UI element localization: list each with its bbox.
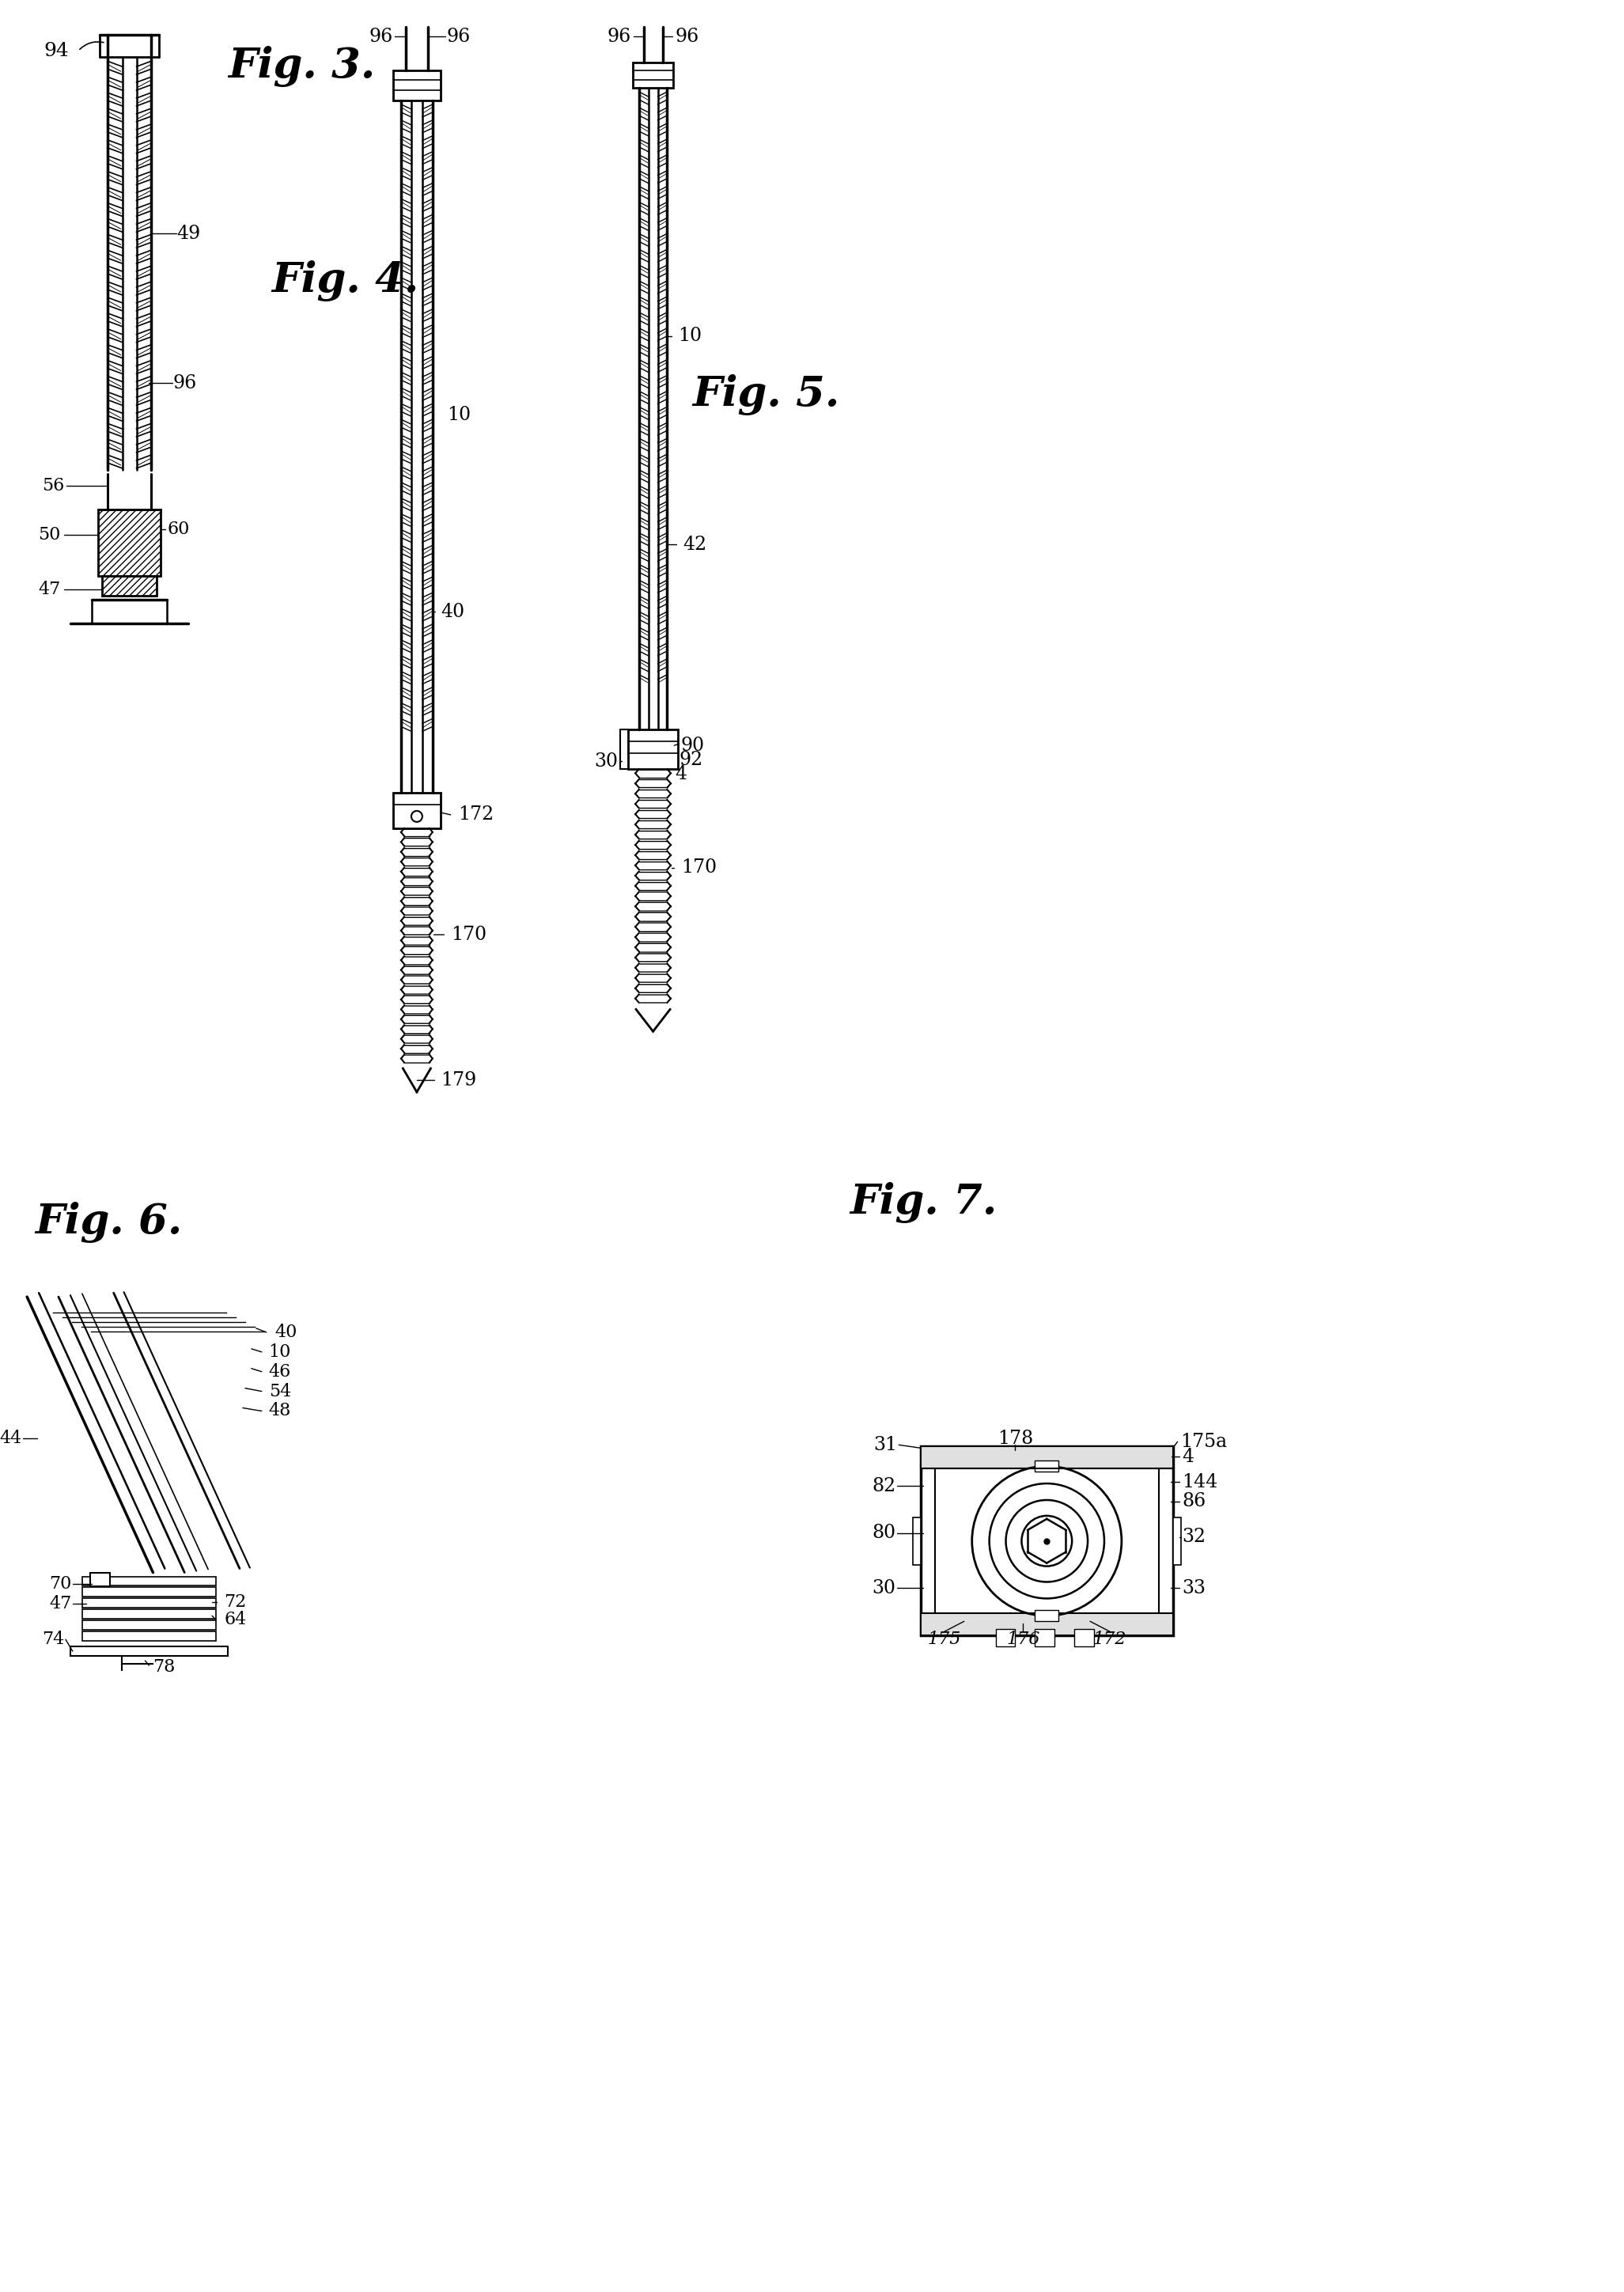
Text: 60: 60 [167,520,190,539]
Text: 54: 54 [268,1382,291,1400]
Bar [921,1614,1173,1636]
Bar [996,1630,1015,1646]
Text: 90: 90 [680,736,705,754]
Bar [83,1632,216,1641]
Text: 32: 32 [1182,1529,1207,1547]
Text: 175: 175 [927,1630,961,1648]
Bar [1034,1611,1059,1620]
Text: 40: 40 [440,603,464,621]
Text: 172: 172 [1093,1630,1127,1648]
Bar [393,71,440,101]
Text: 47: 47 [39,580,60,598]
Bar [1173,1517,1181,1565]
Text: 10: 10 [447,406,471,424]
Bar [921,1446,1173,1636]
Text: 47: 47 [50,1595,71,1614]
Text: 94: 94 [44,41,68,60]
Text: 31: 31 [874,1435,896,1453]
Bar [70,1646,227,1655]
Text: 70: 70 [49,1575,71,1593]
Bar [913,1517,921,1565]
Text: 44: 44 [0,1430,21,1446]
Bar [1034,1630,1054,1646]
Text: Fig. 3.: Fig. 3. [227,46,375,87]
Text: 179: 179 [440,1070,476,1089]
Bar [83,1620,216,1630]
Bar [1075,1630,1095,1646]
Text: 50: 50 [39,525,60,543]
Text: 144: 144 [1182,1474,1218,1492]
Text: 78: 78 [153,1659,175,1675]
Text: 86: 86 [1182,1492,1207,1510]
Text: 96: 96 [607,28,632,46]
Text: Fig. 6.: Fig. 6. [34,1201,182,1242]
Text: 80: 80 [872,1524,895,1543]
Text: 96: 96 [447,28,471,46]
Text: 74: 74 [42,1630,63,1648]
Bar [97,509,161,575]
Bar [102,575,158,596]
Bar [1034,1460,1059,1471]
Text: 170: 170 [682,860,718,876]
Text: 96: 96 [676,28,698,46]
Text: 82: 82 [872,1476,895,1494]
Text: 49: 49 [177,225,200,243]
Text: 56: 56 [42,477,63,495]
Bar [628,729,679,770]
Text: 178: 178 [997,1430,1033,1449]
Text: Fig. 5.: Fig. 5. [692,374,840,415]
Text: 92: 92 [679,749,703,768]
Bar [83,1609,216,1618]
Text: 40: 40 [274,1322,297,1341]
Text: 33: 33 [1182,1579,1207,1598]
Text: 170: 170 [451,926,486,944]
Bar [89,1572,110,1586]
Text: 96: 96 [172,374,197,392]
Bar [393,793,440,827]
Text: 4: 4 [1182,1449,1194,1467]
Text: 72: 72 [224,1593,247,1611]
Bar [83,1577,216,1586]
Text: Fig. 7.: Fig. 7. [849,1183,997,1224]
Text: 4: 4 [676,766,687,784]
Text: Fig. 4.: Fig. 4. [271,261,419,300]
Text: 176: 176 [1007,1630,1039,1648]
Text: 10: 10 [679,328,702,346]
Text: 10: 10 [268,1343,291,1361]
Bar [83,1588,216,1598]
Bar [633,62,674,87]
Text: 30: 30 [872,1579,895,1598]
Text: 46: 46 [268,1364,291,1380]
Text: 96: 96 [369,28,393,46]
Text: 42: 42 [684,536,706,555]
Text: 172: 172 [458,807,494,823]
Text: 175a: 175a [1181,1432,1228,1451]
Text: 64: 64 [224,1611,247,1627]
Text: 48: 48 [268,1403,291,1419]
Bar [921,1446,1173,1469]
Text: 30: 30 [594,752,617,770]
Bar [83,1598,216,1609]
